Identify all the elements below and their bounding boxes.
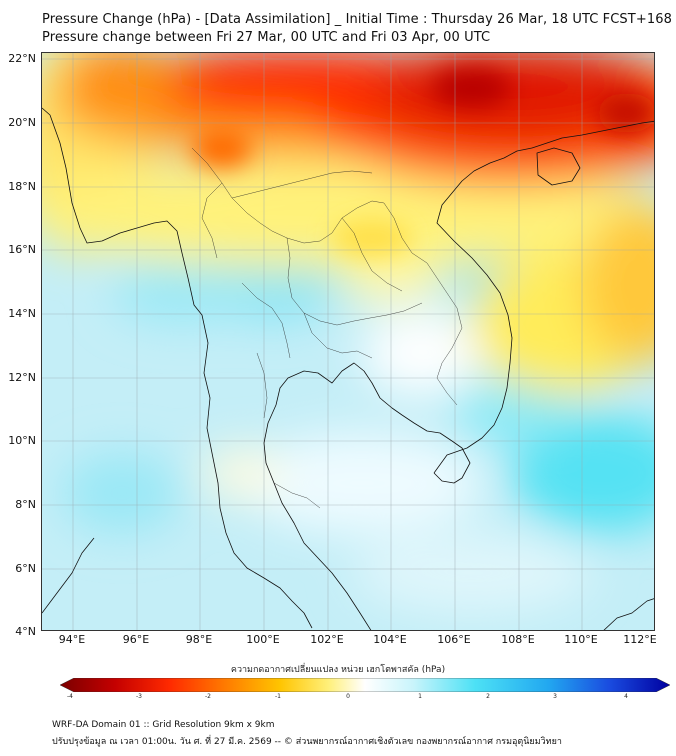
pressure-change-map bbox=[41, 52, 655, 631]
lat-label-4n: 4°N bbox=[15, 625, 36, 638]
lon-label-110e: 110°E bbox=[564, 633, 598, 646]
lat-label-8n: 8°N bbox=[15, 498, 36, 511]
lon-label-112e: 112°E bbox=[623, 633, 657, 646]
lat-label-16n: 16°N bbox=[8, 243, 36, 256]
colorbar-tick: 2 bbox=[486, 693, 490, 700]
colorbar-tick: -4 bbox=[67, 693, 73, 700]
lat-label-22n: 22°N bbox=[8, 52, 36, 65]
lon-label-108e: 108°E bbox=[501, 633, 535, 646]
lat-label-6n: 6°N bbox=[15, 562, 36, 575]
lat-label-10n: 10°N bbox=[8, 434, 36, 447]
lat-label-14n: 14°N bbox=[8, 307, 36, 320]
colorbar-tick: 0 bbox=[346, 693, 350, 700]
lon-label-96e: 96°E bbox=[122, 633, 150, 646]
map-canvas bbox=[42, 53, 654, 630]
borders bbox=[191, 147, 463, 509]
lon-label-94e: 94°E bbox=[58, 633, 86, 646]
chart-title: Pressure Change (hPa) - [Data Assimilati… bbox=[42, 12, 672, 27]
colorbar bbox=[60, 678, 670, 692]
colorbar-tick: 4 bbox=[624, 693, 628, 700]
lon-label-98e: 98°E bbox=[185, 633, 213, 646]
coastlines bbox=[42, 107, 654, 630]
lat-label-12n: 12°N bbox=[8, 371, 36, 384]
lat-label-20n: 20°N bbox=[8, 116, 36, 129]
lon-label-104e: 104°E bbox=[373, 633, 407, 646]
colorbar-tick: -3 bbox=[136, 693, 142, 700]
lon-label-102e: 102°E bbox=[310, 633, 344, 646]
model-info: WRF-DA Domain 01 :: Grid Resolution 9km … bbox=[52, 720, 275, 730]
update-info: ปรับปรุงข้อมูล ณ เวลา 01:00น. วัน ศ. ที่… bbox=[52, 737, 562, 747]
lat-label-18n: 18°N bbox=[8, 180, 36, 193]
graticule bbox=[42, 53, 654, 630]
colorbar-tick: -1 bbox=[275, 693, 281, 700]
lon-label-106e: 106°E bbox=[437, 633, 471, 646]
colorbar-tick: -2 bbox=[205, 693, 211, 700]
colorbar-tick: 1 bbox=[418, 693, 422, 700]
colorbar-title: ความกดอากาศเปลี่ยนแปลง หน่วย เฮกโตพาสคัล… bbox=[230, 665, 446, 675]
colorbar-tick: 3 bbox=[553, 693, 557, 700]
chart-subtitle: Pressure change between Fri 27 Mar, 00 U… bbox=[42, 30, 491, 45]
lon-label-100e: 100°E bbox=[246, 633, 280, 646]
